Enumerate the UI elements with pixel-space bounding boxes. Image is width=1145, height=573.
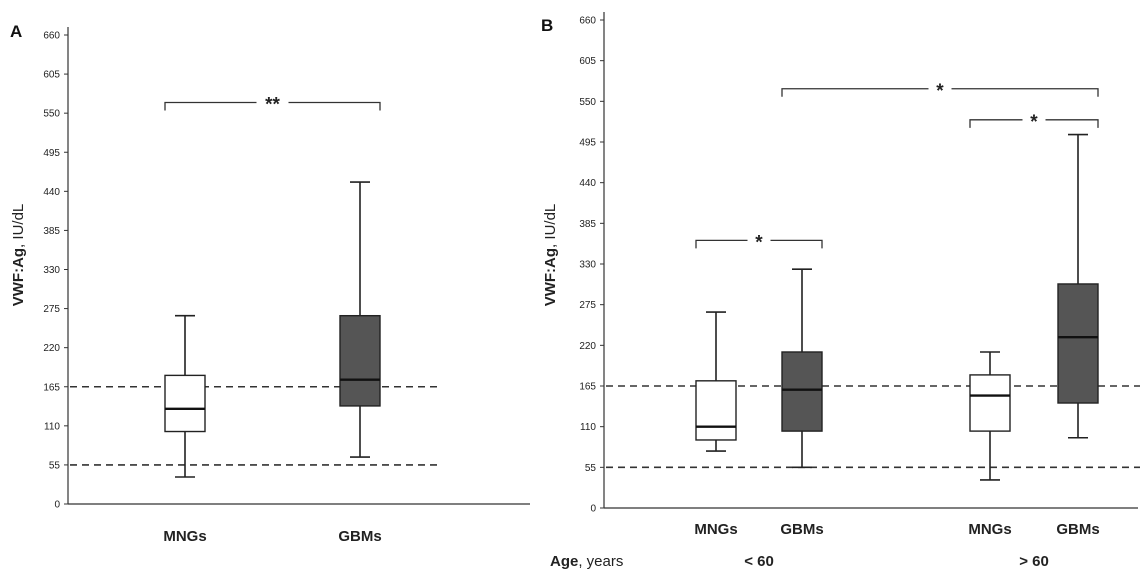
age-group-label: > 60	[1019, 553, 1049, 570]
y-tick-label: 110	[44, 421, 60, 432]
age-axis-label: Age, years	[550, 553, 623, 570]
significance-label: *	[755, 232, 763, 253]
significance-label: *	[936, 81, 944, 102]
box	[164, 374, 206, 433]
significance-bracket-left	[695, 239, 748, 249]
y-tick-label: 220	[43, 343, 60, 354]
significance-label: *	[1030, 112, 1038, 133]
y-tick-label: 0	[590, 504, 596, 515]
y-tick-label: 275	[43, 304, 60, 315]
y-tick-label: 55	[585, 463, 597, 474]
y-tick-label: 440	[43, 187, 60, 198]
significance-bracket-left	[164, 101, 257, 111]
significance-bracket-left	[781, 88, 929, 97]
y-tick-label: 110	[580, 422, 596, 433]
y-axis-label: VWF:Ag, IU/dL	[10, 204, 27, 307]
box	[339, 314, 381, 407]
category-label: MNGs	[968, 521, 1011, 538]
age-group-label: < 60	[744, 553, 774, 570]
category-label: GBMs	[780, 521, 823, 538]
category-label: GBMs	[338, 528, 381, 545]
y-tick-label: 495	[43, 148, 60, 159]
y-tick-label: 165	[43, 382, 60, 393]
category-label: MNGs	[694, 521, 737, 538]
box	[1057, 283, 1099, 404]
y-tick-label: 605	[579, 56, 596, 67]
y-tick-label: 495	[579, 138, 596, 149]
y-tick-label: 330	[579, 260, 596, 271]
significance-label: **	[265, 95, 280, 116]
y-tick-label: 220	[579, 341, 596, 352]
panel-label: B	[541, 16, 553, 35]
box	[695, 380, 737, 441]
significance-bracket-right	[770, 239, 823, 249]
category-label: MNGs	[163, 528, 206, 545]
significance-bracket-right	[951, 88, 1099, 97]
significance-bracket-right	[288, 101, 381, 111]
y-tick-label: 440	[579, 178, 596, 189]
significance-bracket-left	[969, 119, 1023, 128]
y-tick-label: 605	[43, 70, 60, 81]
y-tick-label: 660	[579, 16, 596, 27]
y-tick-label: 0	[54, 500, 60, 511]
y-tick-label: 330	[43, 265, 60, 276]
y-tick-label: 550	[579, 97, 596, 108]
significance-bracket-right	[1045, 119, 1099, 128]
box	[781, 351, 823, 432]
y-axis-label: VWF:Ag, IU/dL	[542, 204, 559, 307]
y-tick-label: 275	[579, 300, 596, 311]
box	[969, 374, 1011, 432]
panel-label: A	[10, 22, 22, 41]
y-tick-label: 550	[43, 109, 60, 120]
y-tick-label: 165	[579, 382, 596, 393]
y-tick-label: 660	[43, 31, 60, 42]
y-tick-label: 55	[49, 460, 61, 471]
y-tick-label: 385	[43, 226, 60, 237]
y-tick-label: 385	[579, 219, 596, 230]
category-label: GBMs	[1056, 521, 1099, 538]
